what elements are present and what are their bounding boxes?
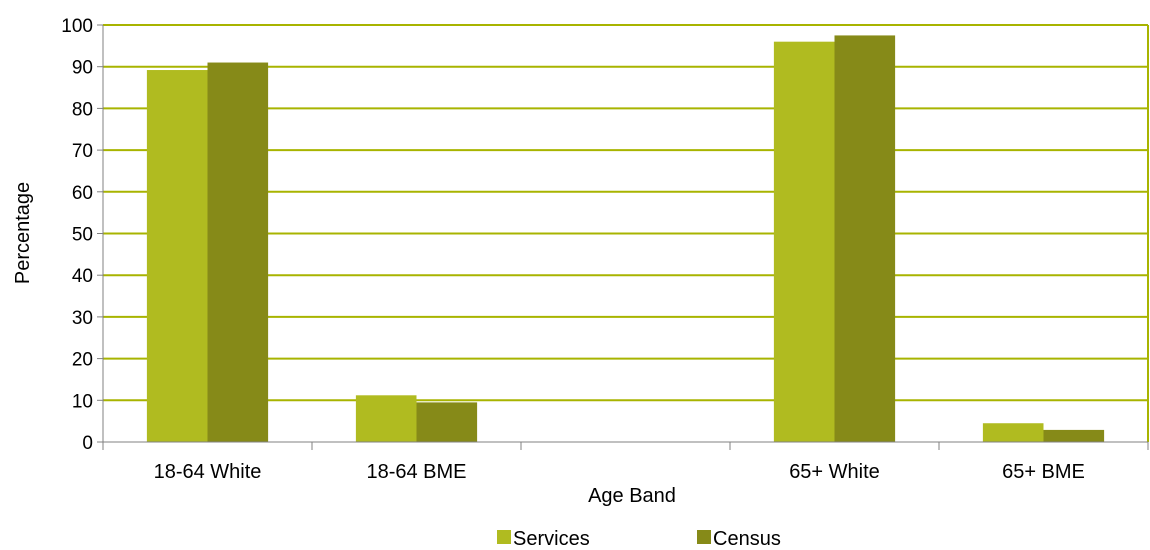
legend: Services Census (497, 528, 781, 550)
gridlines (103, 24, 1149, 442)
bar-services (355, 395, 417, 442)
bar-census (1043, 429, 1105, 442)
bar-services (146, 70, 208, 442)
y-tick-label: 80 (72, 99, 93, 120)
y-tick-label: 100 (61, 16, 93, 37)
x-axis-title: Age Band (588, 485, 676, 507)
y-tick-label: 20 (72, 350, 93, 371)
y-tick-label: 60 (72, 183, 93, 204)
legend-label-services: Services (513, 528, 590, 550)
bar-census (416, 402, 478, 442)
legend-label-census: Census (713, 528, 781, 550)
y-tick-labels: 0 10 20 30 40 50 60 70 80 90 100 (61, 16, 93, 454)
y-tick-label: 50 (72, 225, 93, 246)
y-tick-label: 40 (72, 266, 93, 287)
x-category-label: 65+ White (789, 461, 880, 483)
x-category-labels: 18-64 White 18-64 BME 65+ White 65+ BME (154, 461, 1085, 483)
x-category-label: 65+ BME (1002, 461, 1085, 483)
y-axis-title: Percentage (12, 182, 34, 284)
legend-swatch-census (697, 530, 711, 544)
bar-census (207, 62, 269, 442)
x-category-label: 18-64 BME (366, 461, 466, 483)
y-tick-label: 70 (72, 141, 93, 162)
y-tick-label: 90 (72, 58, 93, 79)
axes (97, 24, 1149, 450)
y-tick-label: 10 (72, 391, 93, 412)
bar-services (982, 423, 1044, 442)
legend-swatch-services (497, 530, 511, 544)
y-tick-label: 0 (82, 433, 93, 454)
x-category-label: 18-64 White (154, 461, 262, 483)
bar-services (773, 41, 835, 443)
bars (146, 35, 1105, 443)
bar-census (834, 35, 896, 443)
y-tick-label: 30 (72, 308, 93, 329)
